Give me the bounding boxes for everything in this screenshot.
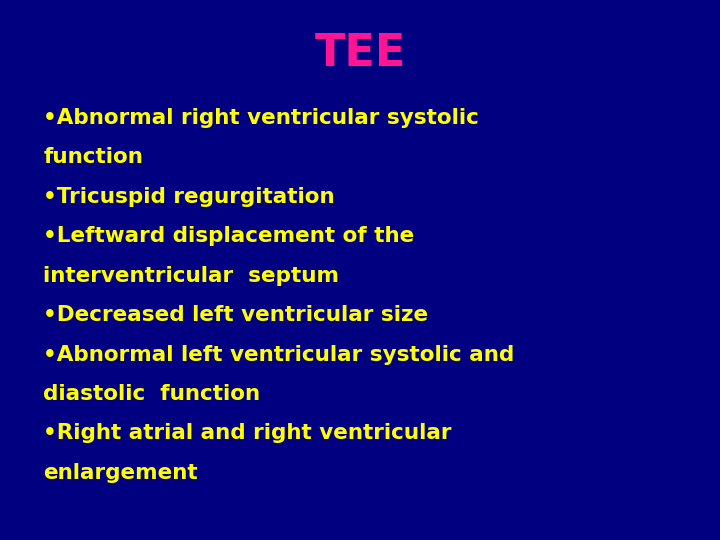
Text: enlargement: enlargement: [43, 463, 198, 483]
Text: interventricular  septum: interventricular septum: [43, 266, 339, 286]
Text: •Decreased left ventricular size: •Decreased left ventricular size: [43, 305, 428, 325]
Text: •Tricuspid regurgitation: •Tricuspid regurgitation: [43, 187, 335, 207]
Text: •Abnormal right ventricular systolic: •Abnormal right ventricular systolic: [43, 108, 479, 128]
Text: diastolic  function: diastolic function: [43, 384, 261, 404]
Text: •Right atrial and right ventricular: •Right atrial and right ventricular: [43, 423, 451, 443]
Text: TEE: TEE: [315, 32, 405, 76]
Text: •Abnormal left ventricular systolic and: •Abnormal left ventricular systolic and: [43, 345, 515, 364]
Text: function: function: [43, 147, 143, 167]
Text: •Leftward displacement of the: •Leftward displacement of the: [43, 226, 415, 246]
